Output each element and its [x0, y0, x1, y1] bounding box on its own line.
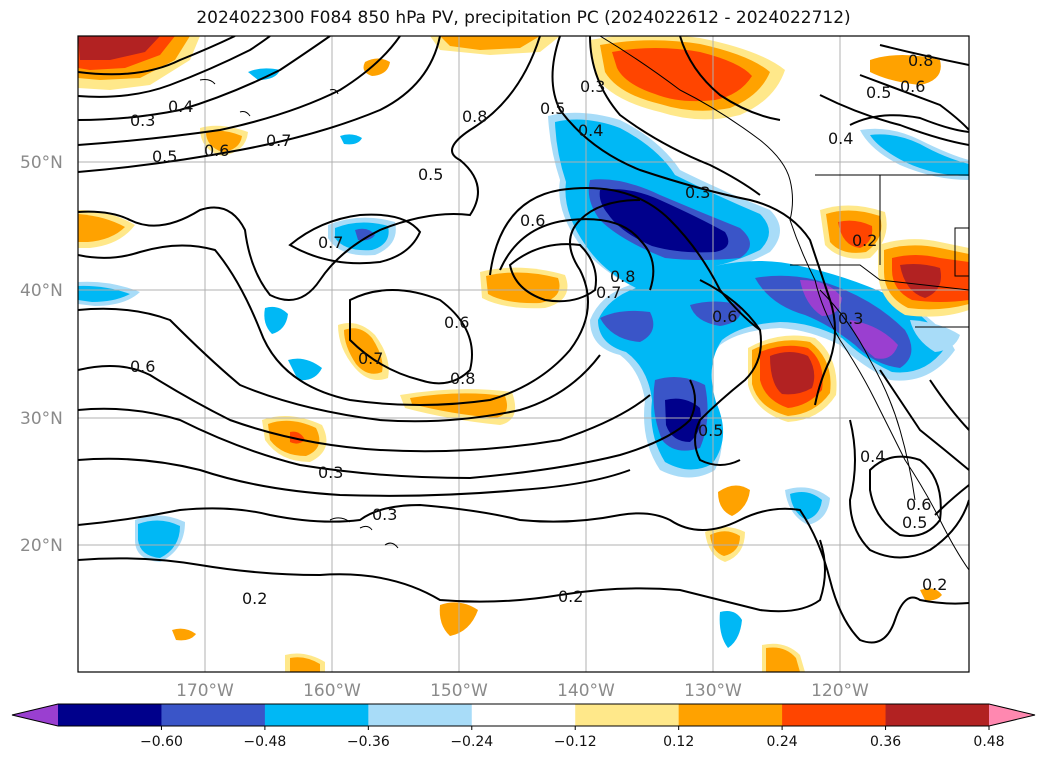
colorbar-label: −0.48 — [243, 734, 286, 750]
colorbar-outline — [11, 703, 1036, 727]
contour-label: 0.8 — [908, 51, 933, 70]
colorbar-label: −0.36 — [347, 734, 390, 750]
contour-label: 0.4 — [578, 121, 603, 140]
contour-label: 0.3 — [580, 77, 605, 96]
colorbar-segment — [782, 704, 887, 726]
contour-label: 0.7 — [596, 283, 621, 302]
colorbar: −0.60 −0.48 −0.36 −0.24 −0.12 0.12 0.24 0.36 0.4… — [11, 703, 1036, 750]
lon-label: 140°W — [557, 681, 615, 701]
colorbar-segment — [161, 704, 266, 726]
map-plot-area: 0.3 0.4 0.5 0.6 0.7 0.8 0.5 0.4 0.3 0.5 … — [78, 36, 969, 672]
lon-label: 120°W — [811, 681, 869, 701]
colorbar-label: 0.12 — [663, 734, 694, 750]
contour-label: 0.6 — [130, 357, 155, 376]
lat-label: 30°N — [20, 409, 63, 429]
contour-label: 0.5 — [152, 147, 177, 166]
contour-label: 0.6 — [712, 307, 737, 326]
contour-label: 0.3 — [685, 183, 710, 202]
colorbar-label: 0.48 — [973, 734, 1004, 750]
lon-label: 150°W — [430, 681, 488, 701]
contour-label: 0.6 — [906, 495, 931, 514]
colorbar-label: −0.60 — [140, 734, 183, 750]
colorbar-extend-high — [989, 704, 1035, 726]
lon-label: 160°W — [303, 681, 361, 701]
contour-label: 0.6 — [444, 313, 469, 332]
lat-label: 40°N — [20, 281, 63, 301]
colorbar-label: 0.36 — [870, 734, 901, 750]
contour-label: 0.7 — [358, 349, 383, 368]
contour-label: 0.6 — [520, 211, 545, 230]
contour-label: 0.2 — [242, 589, 267, 608]
colorbar-label: −0.12 — [554, 734, 597, 750]
colorbar-extend-low — [12, 704, 58, 726]
contour-label: 0.6 — [900, 77, 925, 96]
contour-label: 0.8 — [610, 267, 635, 286]
lat-label: 20°N — [20, 536, 63, 556]
contour-label: 0.2 — [852, 231, 877, 250]
colorbar-segment — [264, 704, 369, 726]
contour-label: 0.3 — [130, 111, 155, 130]
colorbar-segment — [58, 704, 162, 726]
contour-label: 0.5 — [418, 165, 443, 184]
contour-label: 0.4 — [828, 129, 853, 148]
lon-label: 130°W — [684, 681, 742, 701]
colorbar-segment — [368, 704, 473, 726]
lat-label: 50°N — [20, 153, 63, 173]
contour-label: 0.4 — [860, 447, 885, 466]
contour-label: 0.3 — [318, 463, 343, 482]
map-title: 2024022300 F084 850 hPa PV, precipitatio… — [196, 8, 851, 28]
colorbar-segment — [575, 704, 680, 726]
contour-label: 0.5 — [902, 513, 927, 532]
colorbar-label: 0.24 — [767, 734, 798, 750]
lon-axis-labels: 170°W 160°W 150°W 140°W 130°W 120°W — [176, 681, 869, 701]
contour-label: 0.8 — [450, 369, 475, 388]
contour-label: 0.2 — [558, 587, 583, 606]
contour-label: 0.5 — [698, 421, 723, 440]
contour-label: 0.3 — [372, 505, 397, 524]
contour-label: 0.8 — [462, 107, 487, 126]
colorbar-label: −0.24 — [450, 734, 493, 750]
contour-label: 0.7 — [266, 131, 291, 150]
contour-label: 0.7 — [318, 233, 343, 252]
colorbar-segment — [885, 704, 990, 726]
contour-label: 0.3 — [838, 309, 863, 328]
contour-label: 0.5 — [540, 99, 565, 118]
lat-axis-labels: 50°N 40°N 30°N 20°N — [20, 153, 63, 556]
contour-label: 0.5 — [866, 83, 891, 102]
contour-label: 0.6 — [204, 141, 229, 160]
contour-label: 0.4 — [168, 97, 193, 116]
pv-contours — [78, 36, 969, 644]
plot-frame — [77, 35, 970, 673]
contour-labels: 0.3 0.4 0.5 0.6 0.7 0.8 0.5 0.4 0.3 0.5 … — [130, 51, 947, 608]
contour-label: 0.2 — [922, 575, 947, 594]
colorbar-segment — [678, 704, 783, 726]
colorbar-segment — [471, 704, 576, 726]
lon-label: 170°W — [176, 681, 234, 701]
